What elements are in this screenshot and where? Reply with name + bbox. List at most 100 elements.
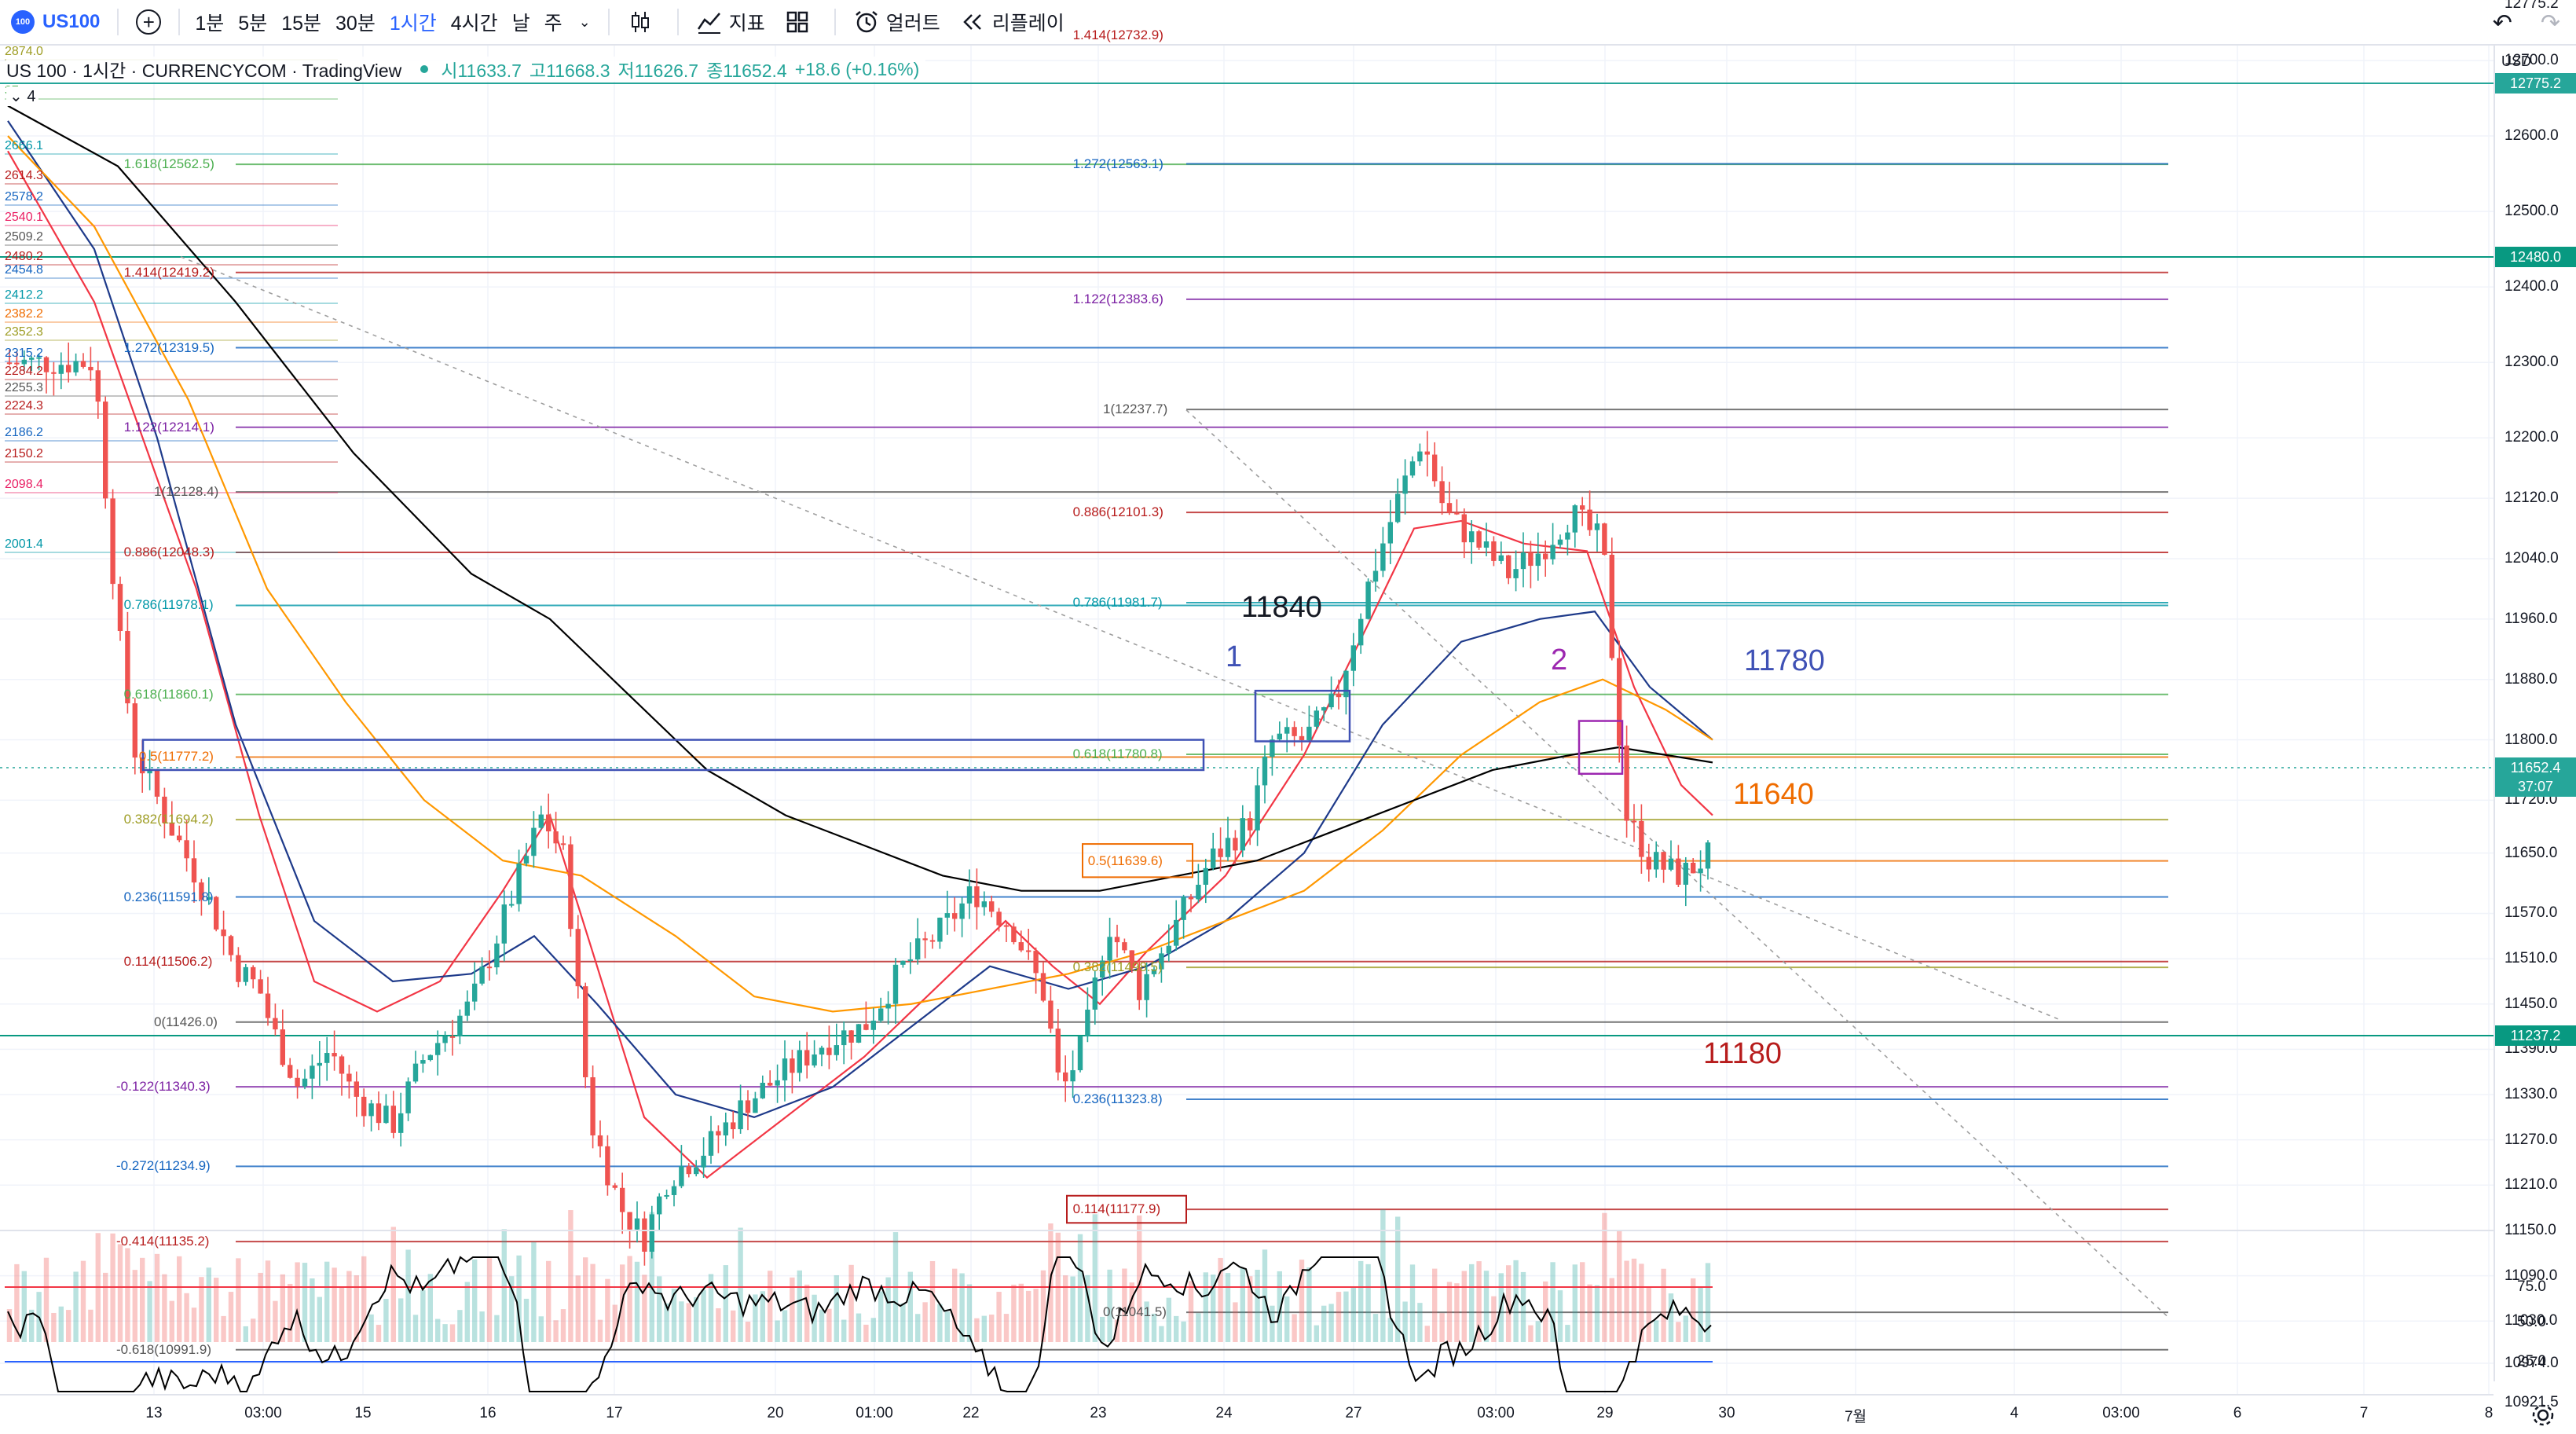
candle-body: [649, 1214, 654, 1252]
alert-button[interactable]: 얼러트: [844, 0, 950, 45]
volume-bar: [361, 1256, 367, 1342]
candle-body: [553, 831, 559, 844]
interval-4[interactable]: 1시간: [389, 13, 437, 35]
annotation-11180: 11180: [1703, 1037, 1783, 1070]
interval-3[interactable]: 30분: [335, 13, 376, 35]
candle-body: [214, 897, 219, 930]
undo-icon[interactable]: ↶: [2492, 9, 2512, 36]
volume-bar: [6, 1309, 13, 1342]
candle-body: [14, 362, 20, 365]
candle-body: [1432, 454, 1438, 482]
volume-bar: [317, 1296, 322, 1342]
candle-body: [1617, 658, 1622, 746]
candle-body: [900, 960, 906, 965]
candle-body: [1454, 512, 1460, 515]
fib-left-label-5: 1(12128.4): [154, 484, 219, 500]
interval-7[interactable]: 주: [544, 13, 562, 35]
fib-right-label-5: 0.786(11981.7): [1072, 595, 1163, 610]
time-tick-19: 8: [2484, 1405, 2494, 1421]
candle-body: [996, 911, 1002, 926]
time-tick-7: 22: [962, 1405, 980, 1421]
volume-bar: [1277, 1271, 1282, 1342]
candle-body: [36, 357, 42, 359]
replay-button[interactable]: 리플레이: [950, 0, 1074, 45]
fib-right-label-9: 0.236(11323.8): [1072, 1091, 1163, 1106]
volume-bar: [1417, 1303, 1423, 1342]
volume-bar: [1033, 1289, 1039, 1342]
candle-body: [21, 359, 27, 365]
volume-bar: [177, 1256, 182, 1342]
settings-gear-icon[interactable]: [2530, 1402, 2556, 1428]
candle-body: [1469, 531, 1475, 543]
candle-body: [1668, 858, 1674, 870]
indicators-button[interactable]: 지표: [687, 0, 775, 45]
candle-body: [590, 1077, 595, 1135]
candle-body: [457, 1015, 463, 1036]
volume-bar: [686, 1303, 691, 1342]
interval-1[interactable]: 5분: [238, 13, 268, 35]
volume-bar: [944, 1311, 950, 1342]
price-axis[interactable]: 12775.2 12700.0 12600.0 12500.0 12400.0 12300…: [2494, 0, 2576, 1410]
candle-body: [236, 955, 241, 982]
volume-bar: [1284, 1296, 1290, 1342]
time-axis[interactable]: 13 03:00 15 16 17 20 01:00 22 23 24 27 03:00 29 30 7월 4…: [0, 1394, 2494, 1434]
candle-body: [1151, 969, 1157, 974]
price-tick-3: 12500.0: [2505, 203, 2559, 220]
candle-body: [206, 897, 211, 900]
candle-body: [1277, 733, 1282, 740]
interval-0[interactable]: 1분: [195, 13, 225, 35]
candle-body: [1092, 977, 1097, 1010]
volume-bar: [1129, 1282, 1134, 1342]
interval-dropdown[interactable]: ⌄: [578, 13, 591, 30]
volume-bar: [981, 1315, 987, 1342]
volume-bar: [1631, 1258, 1637, 1342]
fib-left-label-7: 0.786(11978.1): [123, 597, 214, 613]
interval-6[interactable]: 날: [511, 13, 530, 35]
volume-bar: [1587, 1284, 1592, 1342]
oscillator-pane: [0, 1230, 2494, 1392]
volume-bar: [295, 1262, 300, 1342]
volume-bar: [154, 1253, 160, 1342]
fib-left-label-8: 0.618(11860.1): [123, 686, 214, 702]
candle-body: [1181, 897, 1186, 920]
candle-body: [1048, 1000, 1053, 1029]
volume-bar: [1691, 1278, 1696, 1342]
candle-body: [915, 938, 921, 960]
volume-bar: [1639, 1263, 1644, 1342]
fib-left-label-4: 1.122(12214.1): [123, 419, 214, 435]
volume-bar: [412, 1315, 419, 1342]
layouts-button[interactable]: [775, 0, 826, 45]
candle-body: [154, 769, 160, 797]
candle-body: [1292, 727, 1297, 736]
interval-5[interactable]: 4시간: [450, 13, 498, 35]
volume-bar: [1166, 1297, 1171, 1342]
compare-symbol-button[interactable]: +: [126, 0, 170, 45]
candle-body: [575, 929, 581, 987]
volume-bar: [1299, 1260, 1305, 1342]
redo-icon[interactable]: ↷: [2540, 9, 2560, 36]
volume-bar: [516, 1255, 522, 1342]
volume-bar: [1491, 1296, 1497, 1342]
interval-2[interactable]: 15분: [281, 13, 322, 35]
candle-body: [1654, 852, 1659, 870]
chart-type-button[interactable]: [617, 0, 669, 45]
price-tick-20: 11210.0: [2505, 1176, 2558, 1194]
volume-bar: [546, 1260, 551, 1342]
left-tag-5: 2540.1: [5, 211, 43, 224]
volume-bar: [420, 1290, 426, 1342]
currency-label[interactable]: USD: [2501, 53, 2532, 69]
volume-bar: [775, 1320, 780, 1342]
left-tag-7: 2480.2: [5, 250, 43, 263]
volume-bar: [1003, 1314, 1010, 1342]
left-tag-2: 2666.1: [5, 139, 43, 152]
time-tick-6: 01:00: [856, 1405, 893, 1421]
volume-bar: [1646, 1287, 1651, 1342]
symbol-search[interactable]: 100 US100: [0, 0, 109, 45]
volume-bar: [1476, 1261, 1482, 1342]
candle-body: [531, 827, 537, 856]
price-chart[interactable]: [0, 46, 2494, 1394]
volume-bar: [738, 1227, 743, 1342]
volume-bar: [922, 1302, 928, 1342]
indicator-collapse-toggle[interactable]: ⌄ 4: [6, 86, 39, 106]
price-tick-18: 11330.0: [2505, 1086, 2558, 1103]
